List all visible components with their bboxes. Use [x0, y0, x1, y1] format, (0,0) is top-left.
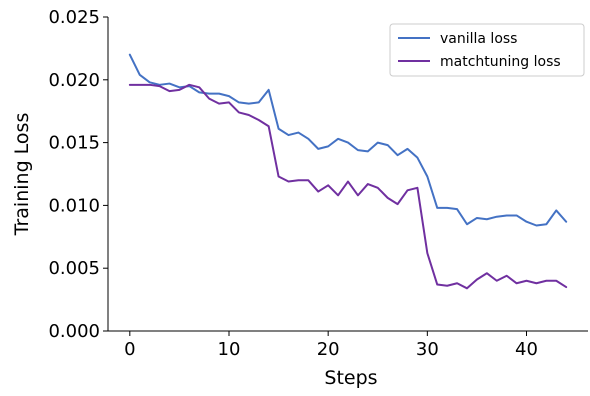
x-axis-title: Steps	[324, 367, 377, 389]
legend: vanilla loss matchtuning loss	[389, 23, 585, 77]
y-tick-label: 0.010	[48, 195, 100, 216]
series-line-vanilla-loss	[128, 53, 568, 227]
x-tick-label: 20	[317, 339, 340, 360]
y-tick-label: 0.020	[48, 70, 100, 91]
y-tick-label: 0.015	[48, 133, 100, 154]
legend-label-matchtuning: matchtuning loss	[440, 54, 561, 70]
y-ticks: 0.000 0.005 0.010 0.015 0.020 0.025	[48, 7, 108, 342]
x-tick-label: 40	[515, 339, 538, 360]
y-tick-label: 0.000	[48, 321, 100, 342]
y-tick-label: 0.025	[48, 7, 100, 28]
series-line-matchtuning-loss	[128, 83, 568, 290]
x-tick-label: 0	[124, 339, 135, 360]
legend-frame	[389, 23, 585, 77]
legend-label-vanilla: vanilla loss	[440, 31, 517, 47]
x-tick-label: 10	[218, 339, 241, 360]
y-tick-label: 0.005	[48, 258, 100, 279]
x-tick-label: 30	[416, 339, 439, 360]
series-layer	[128, 53, 568, 290]
y-axis-title: Training Loss	[11, 113, 33, 237]
x-ticks: 0 10 20 30 40	[124, 331, 538, 360]
